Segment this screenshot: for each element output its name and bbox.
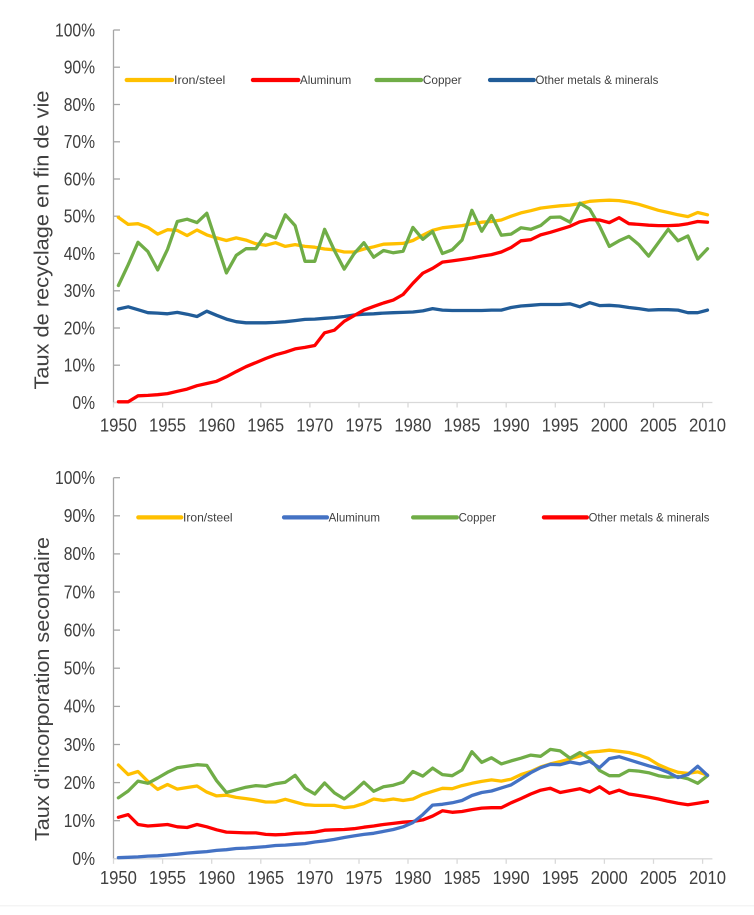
svg-text:1960: 1960 xyxy=(198,868,235,888)
svg-text:1975: 1975 xyxy=(345,415,382,435)
svg-text:70%: 70% xyxy=(64,582,95,602)
svg-text:1965: 1965 xyxy=(247,415,284,435)
svg-text:1975: 1975 xyxy=(345,868,382,888)
svg-text:1990: 1990 xyxy=(493,868,530,888)
svg-text:Aluminum: Aluminum xyxy=(300,73,351,87)
svg-text:1960: 1960 xyxy=(198,415,235,435)
svg-text:1970: 1970 xyxy=(296,415,333,435)
svg-text:60%: 60% xyxy=(64,169,95,189)
svg-text:20%: 20% xyxy=(64,318,95,338)
svg-text:1980: 1980 xyxy=(394,415,431,435)
svg-text:1995: 1995 xyxy=(542,868,579,888)
svg-text:60%: 60% xyxy=(64,620,95,640)
svg-text:40%: 40% xyxy=(64,697,95,717)
svg-text:1965: 1965 xyxy=(247,868,284,888)
svg-text:Aluminum: Aluminum xyxy=(329,511,380,525)
svg-text:Taux d'incorporation secondair: Taux d'incorporation secondaire xyxy=(32,537,54,841)
svg-text:30%: 30% xyxy=(64,281,95,301)
svg-text:Taux de recyclage en fin de vi: Taux de recyclage en fin de vie xyxy=(32,91,54,390)
svg-text:50%: 50% xyxy=(64,659,95,679)
svg-text:Other metals & minerals: Other metals & minerals xyxy=(589,511,710,525)
svg-text:Other metals & minerals: Other metals & minerals xyxy=(536,73,659,87)
svg-text:0%: 0% xyxy=(72,849,95,869)
svg-text:0%: 0% xyxy=(72,393,95,413)
svg-text:80%: 80% xyxy=(64,95,95,115)
svg-text:80%: 80% xyxy=(64,544,95,564)
svg-text:1950: 1950 xyxy=(100,868,137,888)
svg-text:70%: 70% xyxy=(64,132,95,152)
svg-text:40%: 40% xyxy=(64,244,95,264)
svg-text:Copper: Copper xyxy=(459,511,496,525)
svg-text:100%: 100% xyxy=(55,20,95,40)
svg-text:2005: 2005 xyxy=(640,415,677,435)
svg-text:90%: 90% xyxy=(64,506,95,526)
svg-text:1990: 1990 xyxy=(493,415,530,435)
svg-text:30%: 30% xyxy=(64,735,95,755)
svg-text:20%: 20% xyxy=(64,773,95,793)
svg-text:1985: 1985 xyxy=(444,415,481,435)
svg-text:2000: 2000 xyxy=(591,868,628,888)
svg-text:2005: 2005 xyxy=(640,868,677,888)
svg-text:10%: 10% xyxy=(64,811,95,831)
svg-text:90%: 90% xyxy=(64,58,95,78)
svg-text:2010: 2010 xyxy=(689,868,726,888)
svg-text:50%: 50% xyxy=(64,207,95,227)
svg-text:1955: 1955 xyxy=(149,868,186,888)
svg-text:2010: 2010 xyxy=(689,415,726,435)
svg-text:1995: 1995 xyxy=(542,415,579,435)
svg-text:2000: 2000 xyxy=(591,415,628,435)
svg-text:Iron/steel: Iron/steel xyxy=(174,73,225,87)
svg-text:1950: 1950 xyxy=(100,415,137,435)
svg-text:100%: 100% xyxy=(55,468,95,488)
svg-text:1970: 1970 xyxy=(296,868,333,888)
svg-text:1955: 1955 xyxy=(149,415,186,435)
svg-text:Iron/steel: Iron/steel xyxy=(183,511,233,525)
svg-text:Copper: Copper xyxy=(423,73,462,87)
svg-text:10%: 10% xyxy=(64,356,95,376)
svg-text:1980: 1980 xyxy=(394,868,431,888)
svg-text:1985: 1985 xyxy=(444,868,481,888)
